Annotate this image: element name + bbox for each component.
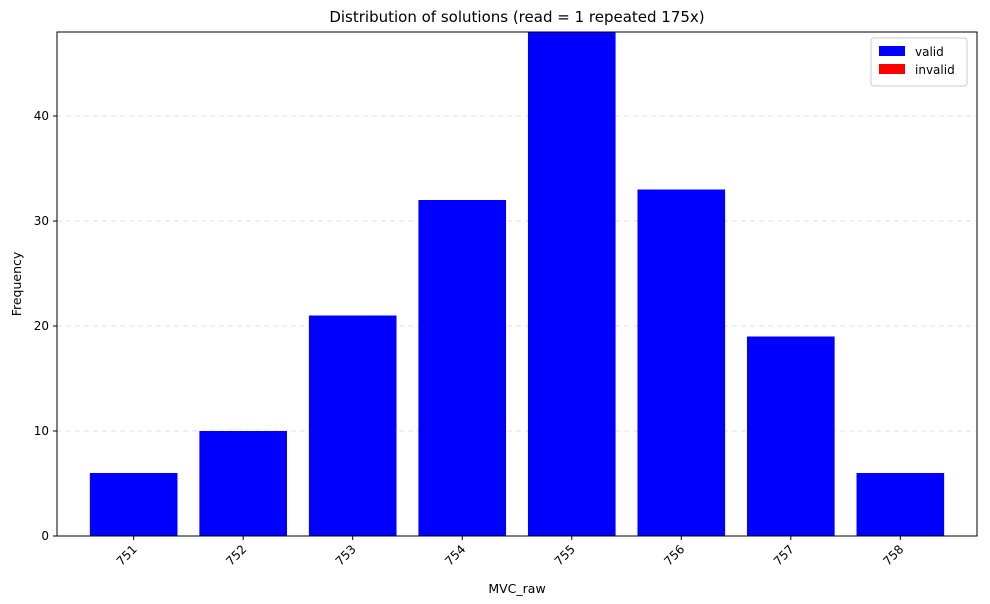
y-tick-label: 40 (34, 109, 49, 123)
bar-valid (747, 336, 835, 536)
y-axis-ticks: 0 10 20 30 40 (34, 109, 57, 543)
chart-title: Distribution of solutions (read = 1 repe… (329, 8, 704, 26)
plot-area-frame (56, 31, 978, 537)
bar-valid (418, 200, 507, 536)
legend-swatch-invalid (879, 64, 905, 74)
legend-swatch-valid (879, 46, 905, 56)
y-tick-label: 10 (34, 424, 49, 438)
bar-valid (308, 315, 397, 536)
y-axis-label: Frequency (9, 251, 24, 316)
bar-valid (856, 473, 945, 536)
bar-valid (637, 189, 726, 536)
bars (89, 32, 945, 536)
x-axis-label: MVC_raw (488, 581, 545, 596)
bar-valid (89, 473, 178, 536)
y-tick-label: 0 (41, 529, 49, 543)
legend-label-valid: valid (915, 45, 944, 59)
y-tick-label: 30 (34, 214, 49, 228)
bar-valid (199, 431, 287, 536)
y-tick-label: 20 (34, 319, 49, 333)
legend-label-invalid: invalid (915, 63, 955, 77)
bar-valid (527, 32, 616, 536)
legend: valid invalid (870, 37, 968, 87)
